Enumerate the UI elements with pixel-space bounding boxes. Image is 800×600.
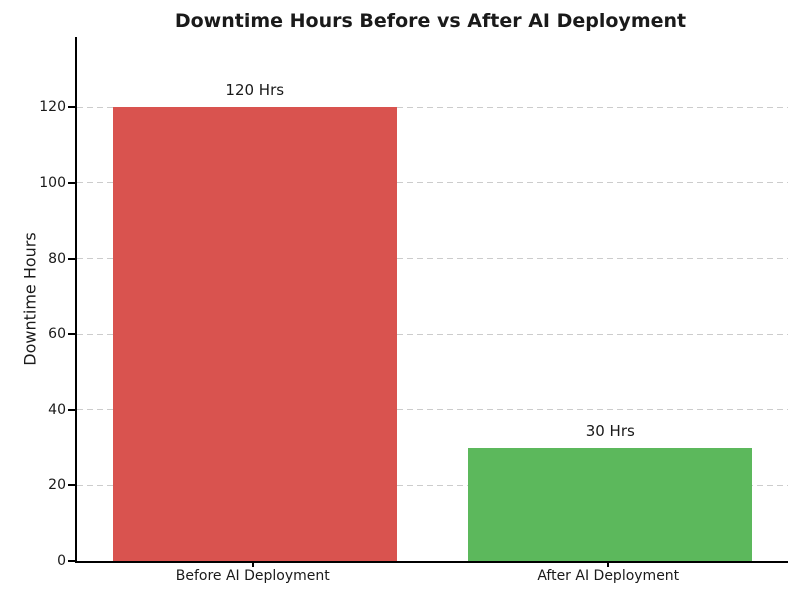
y-tick-mark [68, 106, 75, 109]
gridline [77, 333, 788, 335]
gridline [77, 484, 788, 486]
bar-value-label: 30 Hrs [585, 421, 635, 440]
y-tick-label: 40 [48, 401, 66, 418]
x-tick-label: Before AI Deployment [175, 568, 330, 584]
y-tick-mark [68, 408, 75, 411]
gridline [77, 182, 788, 184]
x-tick-mark [607, 561, 610, 567]
y-tick-label: 0 [57, 553, 66, 569]
bar-value-label: 120 Hrs [225, 81, 285, 100]
y-tick-label: 80 [48, 250, 66, 267]
chart-title: Downtime Hours Before vs After AI Deploy… [174, 10, 687, 32]
bar-1 [468, 447, 753, 561]
y-tick-label: 60 [48, 326, 66, 343]
gridline [77, 258, 788, 260]
y-tick-mark [68, 181, 75, 184]
plot-area: 120 Hrs 30 Hrs [75, 37, 788, 563]
y-tick-label: 100 [39, 174, 66, 191]
y-tick-mark [68, 333, 75, 336]
x-tick-mark [251, 561, 254, 567]
gridline [77, 409, 788, 411]
y-tick-label: 20 [48, 477, 66, 494]
y-tick-label: 120 [39, 99, 66, 116]
y-tick-mark [68, 560, 75, 562]
x-tick-label: After AI Deployment [537, 568, 680, 584]
gridline [77, 106, 788, 108]
y-tick-mark [68, 257, 75, 260]
y-tick-mark [68, 484, 75, 487]
bar-0 [112, 107, 397, 561]
